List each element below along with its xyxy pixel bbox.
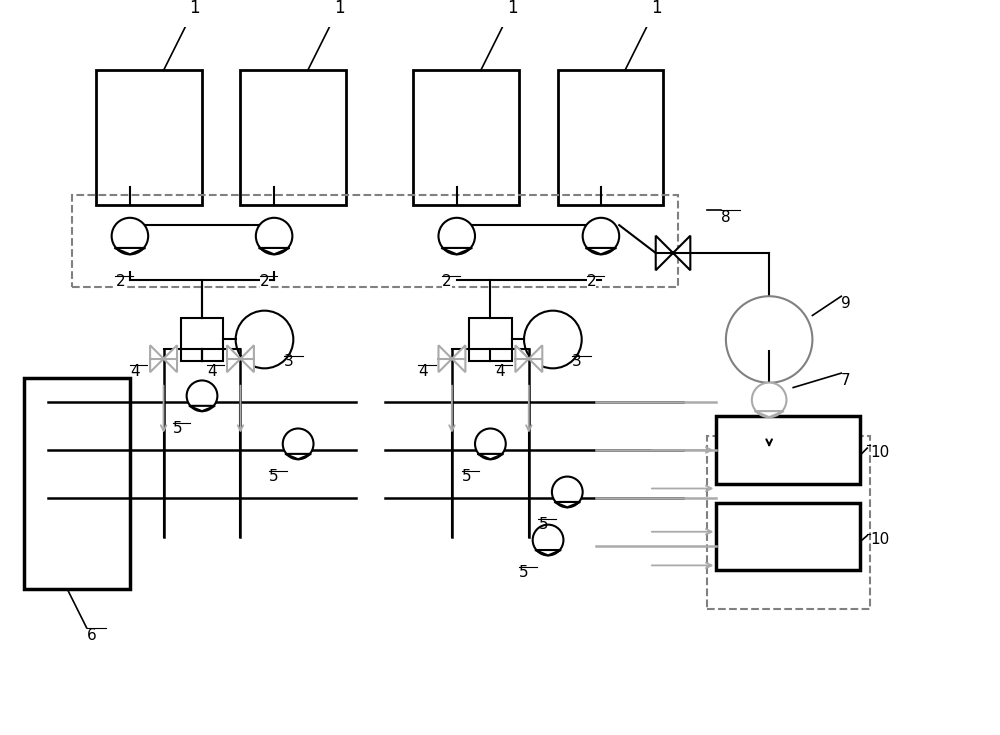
Text: 3: 3	[572, 354, 582, 369]
Text: 5: 5	[173, 421, 183, 436]
Polygon shape	[438, 345, 465, 372]
Polygon shape	[554, 502, 580, 507]
Text: 2: 2	[587, 274, 596, 289]
Text: 2: 2	[442, 274, 452, 289]
Text: 10: 10	[870, 445, 889, 460]
Circle shape	[256, 218, 292, 254]
Bar	[24, 378, 130, 589]
Circle shape	[236, 311, 293, 368]
Text: 5: 5	[519, 565, 529, 581]
Text: 7: 7	[841, 373, 851, 388]
Bar	[707, 436, 870, 609]
Circle shape	[475, 429, 506, 459]
Bar	[558, 71, 663, 205]
Polygon shape	[515, 345, 542, 372]
Text: 1: 1	[507, 0, 517, 18]
Polygon shape	[656, 236, 690, 270]
Text: 2: 2	[115, 274, 125, 289]
Text: 5: 5	[269, 469, 279, 484]
Bar	[72, 196, 678, 287]
Circle shape	[283, 429, 314, 459]
Text: 9: 9	[841, 296, 851, 311]
Text: 10: 10	[870, 531, 889, 547]
Circle shape	[583, 218, 619, 254]
Polygon shape	[259, 248, 290, 254]
Text: 4: 4	[495, 364, 505, 379]
Circle shape	[524, 311, 582, 368]
Bar	[716, 503, 860, 570]
Text: 4: 4	[418, 364, 428, 379]
Circle shape	[752, 382, 786, 417]
Text: 1: 1	[334, 0, 344, 18]
Text: 5: 5	[538, 517, 548, 532]
Text: 3: 3	[284, 354, 293, 369]
Bar	[716, 417, 860, 484]
Polygon shape	[477, 454, 503, 459]
Bar	[240, 71, 346, 205]
Polygon shape	[535, 550, 561, 556]
Text: 4: 4	[130, 364, 140, 379]
Text: 2: 2	[260, 274, 269, 289]
Polygon shape	[754, 411, 784, 417]
Circle shape	[187, 381, 217, 411]
Circle shape	[438, 218, 475, 254]
Text: 4: 4	[207, 364, 216, 379]
Polygon shape	[227, 345, 254, 372]
Text: 1: 1	[190, 0, 200, 18]
Text: 1: 1	[651, 0, 662, 18]
Circle shape	[726, 296, 812, 383]
Polygon shape	[585, 248, 616, 254]
Polygon shape	[285, 454, 311, 459]
Circle shape	[552, 476, 583, 507]
Circle shape	[112, 218, 148, 254]
Circle shape	[533, 525, 563, 556]
Polygon shape	[441, 248, 472, 254]
Text: 5: 5	[462, 469, 471, 484]
Bar	[413, 71, 519, 205]
Text: 8: 8	[721, 209, 731, 225]
Bar	[469, 318, 512, 361]
Polygon shape	[150, 345, 177, 372]
Bar	[181, 318, 223, 361]
Polygon shape	[189, 406, 215, 411]
Bar	[96, 71, 202, 205]
Text: 6: 6	[87, 628, 96, 643]
Polygon shape	[114, 248, 145, 254]
